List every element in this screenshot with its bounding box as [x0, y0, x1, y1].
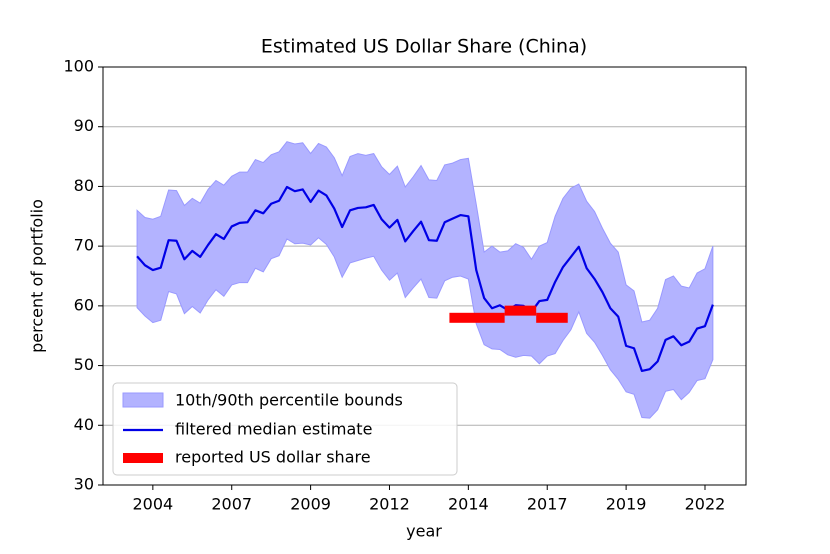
y-tick-label: 40 [74, 415, 94, 434]
legend-box [112, 382, 458, 476]
legend-label: filtered median estimate [175, 420, 372, 439]
x-tick-label: 2007 [211, 495, 252, 514]
x-tick-label: 2022 [685, 495, 726, 514]
x-tick-label: 2014 [448, 495, 489, 514]
y-tick-label: 90 [74, 116, 94, 135]
x-tick-label: 2012 [369, 495, 410, 514]
legend: 10th/90th percentile bounds filtered medi… [112, 382, 458, 476]
y-tick-label: 80 [74, 176, 94, 195]
chart-title: Estimated US Dollar Share (China) [261, 36, 587, 58]
legend-label: 10th/90th percentile bounds [175, 391, 403, 410]
reported-bar [504, 305, 537, 316]
y-tick-label: 100 [63, 57, 94, 76]
y-tick-label: 60 [74, 295, 94, 314]
plot-frame [102, 66, 747, 486]
y-axis-label: percent of portfolio [28, 199, 47, 353]
x-tick-label: 2017 [527, 495, 568, 514]
legend-swatch [122, 392, 164, 408]
x-axis-label: year [406, 522, 442, 541]
y-tick-label: 50 [74, 355, 94, 374]
y-tick-label: 30 [74, 475, 94, 494]
reported-bar [449, 312, 505, 323]
median-line [136, 185, 714, 373]
percentile-band [136, 141, 714, 419]
x-tick-label: 2009 [290, 495, 331, 514]
reported-bar [536, 312, 568, 323]
legend-label: reported US dollar share [175, 448, 371, 467]
x-tick-label: 2004 [132, 495, 173, 514]
x-tick-label: 2019 [606, 495, 647, 514]
y-tick-label: 70 [74, 236, 94, 255]
